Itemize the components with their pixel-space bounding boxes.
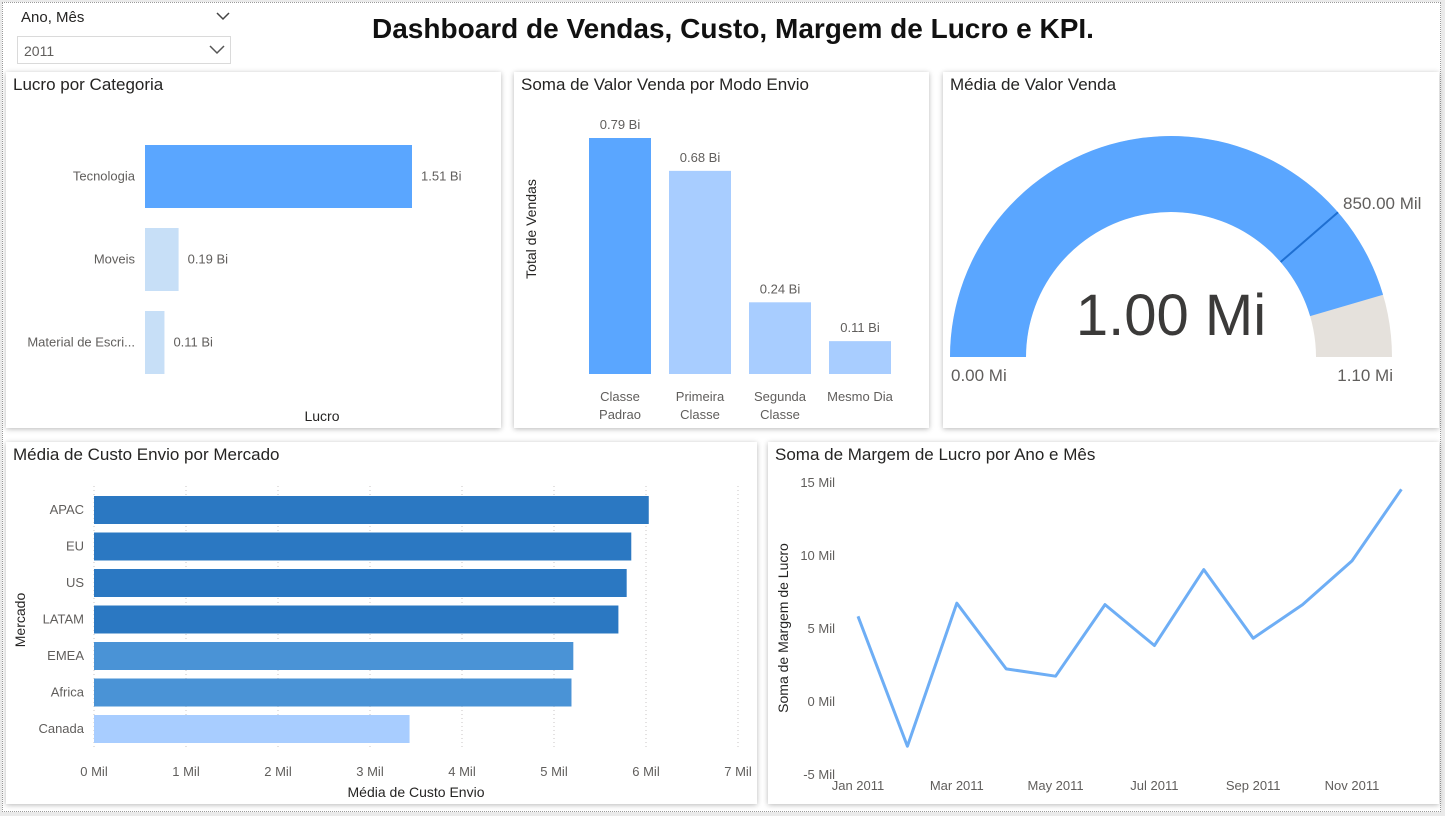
category-label: Classe [600, 389, 640, 404]
category-label: EMEA [47, 648, 84, 663]
gauge-target-label: 850.00 Mil [1343, 194, 1421, 213]
chart-title: Lucro por Categoria [13, 75, 164, 94]
x-tick-label: Mar 2011 [930, 778, 984, 793]
bar [669, 170, 731, 374]
x-axis-label: Média de Custo Envio [348, 784, 485, 800]
x-tick-label: 5 Mil [540, 764, 568, 779]
bar [829, 341, 891, 374]
bar [94, 496, 649, 524]
x-tick-label: May 2011 [1028, 778, 1084, 793]
gauge-min-label: 0.00 Mi [951, 366, 1007, 385]
category-label: Segunda [754, 389, 807, 404]
x-tick-label: 4 Mil [448, 764, 476, 779]
data-label: 0.68 Bi [680, 150, 721, 165]
bar [145, 145, 412, 208]
y-tick-label: 10 Mil [800, 548, 835, 563]
panel-margem-lucro-mes[interactable]: Soma de Margem de Lucro por Ano e Mês -5… [768, 442, 1439, 804]
bar [94, 605, 619, 634]
bar [145, 311, 165, 374]
category-label: LATAM [43, 612, 84, 627]
y-tick-label: 5 Mil [808, 621, 836, 636]
x-tick-label: Nov 2011 [1325, 778, 1380, 793]
category-label: US [66, 575, 84, 590]
margem-lucro-mes-chart: -5 Mil 0 Mil 5 Mil 10 Mil 15 Mil Jan 2011 Mar … [775, 475, 1403, 793]
category-label: EU [66, 539, 84, 554]
data-label: 0.11 Bi [840, 320, 880, 335]
series-line [856, 488, 1403, 748]
bar [94, 569, 627, 597]
gauge-target-marker [1279, 211, 1339, 263]
chart-title: Soma de Margem de Lucro por Ano e Mês [775, 445, 1096, 464]
x-tick-label: 0 Mil [80, 764, 108, 779]
valor-modo-envio-chart: 0.79 Bi Classe Padrao 0.68 Bi Primeira Classe… [523, 117, 894, 422]
chevron-down-icon[interactable] [215, 9, 231, 27]
category-label: Moveis [94, 252, 136, 267]
y-tick-label: 15 Mil [800, 475, 835, 490]
category-label: Padrao [599, 407, 641, 422]
gauge-value: 1.00 Mi [1076, 283, 1266, 348]
bar [749, 302, 811, 374]
data-label: 1.51 Bi [421, 169, 462, 184]
y-axis-label: Soma de Margem de Lucro [775, 543, 791, 713]
panel-custo-envio-mercado[interactable]: Média de Custo Envio por Mercado 0 Mil 1 … [6, 442, 757, 804]
x-tick-label: 6 Mil [632, 764, 660, 779]
category-label: Africa [51, 685, 85, 700]
category-label: Primeira [676, 389, 725, 404]
chart-title: Média de Custo Envio por Mercado [13, 445, 280, 464]
gauge-max-label: 1.10 Mi [1337, 366, 1393, 385]
bar [94, 532, 632, 561]
gauge-fill [950, 136, 1384, 357]
panel-valor-modo-envio[interactable]: Soma de Valor Venda por Modo Envio 0.79 … [514, 72, 929, 428]
lucro-categoria-chart: Tecnologia 1.51 Bi Moveis 0.19 Bi Material d… [27, 145, 462, 424]
chart-title: Média de Valor Venda [950, 75, 1117, 94]
x-tick-label: 2 Mil [264, 764, 292, 779]
bar [94, 678, 572, 707]
bar [94, 642, 574, 670]
slicer-value: 2011 [24, 43, 55, 59]
y-tick-label: 0 Mil [808, 694, 836, 709]
y-axis-label: Mercado [12, 593, 28, 648]
x-tick-label: 3 Mil [356, 764, 384, 779]
category-label: Classe [760, 407, 800, 422]
y-axis-label: Total de Vendas [523, 179, 539, 279]
bar [589, 138, 651, 374]
x-tick-label: Sep 2011 [1226, 778, 1281, 793]
category-label: APAC [50, 502, 84, 517]
x-tick-label: 7 Mil [724, 764, 752, 779]
x-tick-label: 1 Mil [172, 764, 200, 779]
category-label: Material de Escri... [27, 335, 135, 350]
x-axis-label: Lucro [304, 408, 339, 424]
panel-media-valor-venda[interactable]: Média de Valor Venda 1.00 Mi 0.00 Mi 1.10 … [943, 72, 1439, 428]
data-label: 0.24 Bi [760, 281, 801, 296]
x-tick-label: Jul 2011 [1130, 778, 1178, 793]
dashboard-title: Dashboard de Vendas, Custo, Margem de Lu… [372, 13, 1094, 44]
category-label: Mesmo Dia [827, 389, 894, 404]
category-label: Classe [680, 407, 720, 422]
date-slicer-dropdown[interactable]: 2011 [17, 36, 231, 64]
x-tick-label: Jan 2011 [832, 778, 885, 793]
data-label: 0.11 Bi [173, 335, 213, 350]
slicer-label: Ano, Mês [21, 9, 85, 26]
data-label: 0.79 Bi [600, 117, 641, 132]
category-label: Tecnologia [73, 169, 136, 184]
custo-envio-mercado-chart: 0 Mil 1 Mil 2 Mil 3 Mil 4 Mil 5 Mil 6 Mil 7 Mil… [12, 486, 752, 800]
chevron-down-icon[interactable] [208, 41, 226, 60]
bar [94, 715, 410, 743]
data-label: 0.19 Bi [188, 252, 229, 267]
panel-lucro-categoria[interactable]: Lucro por Categoria Tecnologia 1.51 Bi Mov… [6, 72, 501, 428]
chart-title: Soma de Valor Venda por Modo Envio [521, 75, 809, 94]
y-tick-label: -5 Mil [803, 767, 835, 782]
category-label: Canada [38, 721, 84, 736]
bar [145, 228, 179, 291]
media-valor-venda-gauge: 1.00 Mi 0.00 Mi 1.10 Mi 850.00 Mil [950, 136, 1421, 385]
